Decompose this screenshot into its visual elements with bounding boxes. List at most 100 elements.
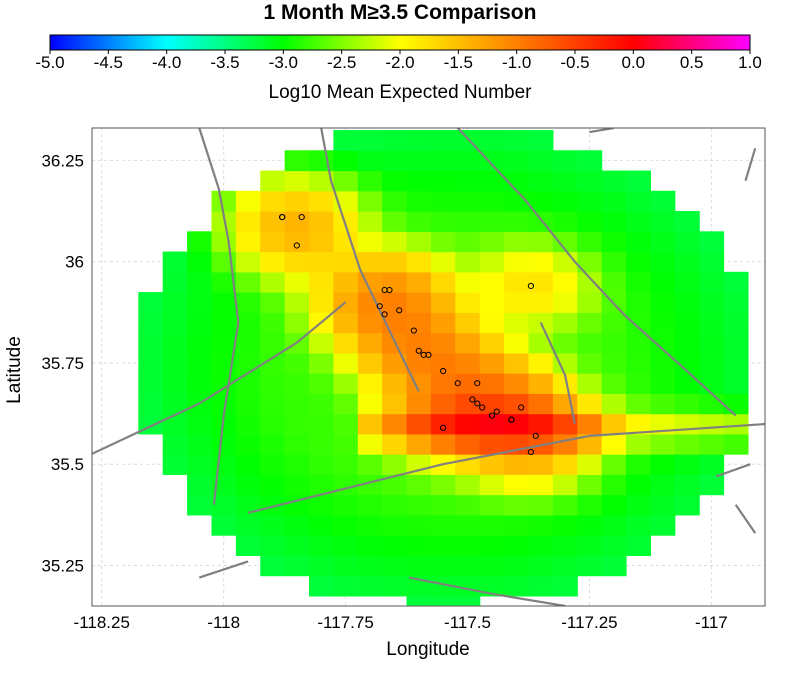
heatmap-cell <box>333 535 359 556</box>
fault-line <box>320 128 420 392</box>
colorbar-tick-label: -1.5 <box>444 53 473 72</box>
earthquake-marker <box>474 380 481 387</box>
heatmap-cell <box>479 170 505 192</box>
heatmap-cell <box>235 373 261 394</box>
heatmap-cell <box>601 555 627 577</box>
heatmap-cell <box>211 514 237 536</box>
heatmap-cell <box>260 413 286 435</box>
heatmap-cell <box>528 170 554 192</box>
earthquake-marker <box>386 286 393 294</box>
y-tick-label: 35.25 <box>41 556 84 575</box>
heatmap-cell <box>138 312 164 334</box>
heatmap-cell <box>674 271 700 293</box>
heatmap-cell <box>357 373 383 394</box>
heatmap-cell <box>284 433 310 455</box>
colorbar-tick-label: -1.0 <box>502 53 531 72</box>
heatmap-cell <box>357 170 383 192</box>
heatmap-cell <box>455 575 481 597</box>
heatmap-cell <box>333 555 359 577</box>
heatmap-cell <box>357 494 383 516</box>
heatmap-cell <box>626 514 651 536</box>
heatmap-cell <box>552 150 578 172</box>
fault-line <box>589 128 614 134</box>
heatmap-cell <box>162 393 188 415</box>
heatmap-cell <box>284 190 310 212</box>
x-tick-label: -117.25 <box>561 613 617 632</box>
heatmap-cell <box>552 494 578 516</box>
earthquake-markers <box>279 214 539 456</box>
heatmap-cell <box>723 393 749 415</box>
earthquake-marker <box>381 311 388 318</box>
heatmap-cell <box>382 271 408 293</box>
fault-line <box>92 301 347 456</box>
heatmap-cell <box>406 433 432 455</box>
heatmap-cell <box>211 393 237 415</box>
heatmap-cell <box>504 170 530 192</box>
heatmap-cell <box>235 292 261 313</box>
heatmap-cell <box>552 555 578 577</box>
heatmap-cell <box>430 393 456 415</box>
fault-line <box>456 128 737 417</box>
heatmap-cell <box>187 292 213 313</box>
heatmap-cell <box>479 474 505 496</box>
heatmap-cell <box>674 312 700 334</box>
heatmap-cell <box>211 454 237 475</box>
heatmap-cell <box>552 575 578 597</box>
heatmap-cell <box>309 271 335 293</box>
heatmap-cell <box>504 231 530 253</box>
heatmap-cell <box>333 494 359 516</box>
heatmap-cell <box>162 332 188 354</box>
heatmap-cell <box>309 393 335 415</box>
heatmap-cell <box>309 332 335 354</box>
heatmap-cell <box>455 190 481 212</box>
heatmap-cell <box>211 413 237 435</box>
heatmap-cell <box>309 433 335 455</box>
heatmap-cell <box>479 150 505 172</box>
heatmap-cell <box>430 292 456 313</box>
colorbar-tick-label: -4.5 <box>94 53 123 72</box>
heatmap-cell <box>430 494 456 516</box>
heatmap-cell <box>284 271 310 293</box>
heatmap-cell <box>479 575 505 597</box>
earthquake-marker <box>425 351 432 358</box>
heatmap-cell <box>333 433 359 455</box>
heatmap-cell <box>382 393 408 415</box>
heatmap-cell <box>406 595 432 606</box>
heatmap-cell <box>430 332 456 354</box>
heatmap-cell <box>601 352 627 374</box>
heatmap-cell <box>504 474 530 496</box>
heatmap-cell <box>577 211 603 232</box>
heatmap-cell <box>528 190 554 212</box>
heatmap-cell <box>723 332 749 354</box>
heatmap-cell <box>260 190 286 212</box>
heatmap-cell <box>479 231 505 253</box>
heatmap-cell <box>333 211 359 232</box>
colorbar <box>49 34 751 51</box>
heatmap-cell <box>455 373 481 394</box>
heatmap-cell <box>235 514 261 536</box>
heatmap-cell <box>552 231 578 253</box>
heatmap-cell <box>577 312 603 334</box>
heatmap-cell <box>406 514 432 536</box>
heatmap-cell <box>650 190 676 212</box>
heatmap-cell <box>333 393 359 415</box>
heatmap-cell <box>552 373 578 394</box>
heatmap-cell <box>601 332 627 354</box>
heatmap-cell <box>699 312 725 334</box>
heatmap-cell <box>601 494 627 516</box>
heatmap-cell <box>455 494 481 516</box>
earthquake-marker <box>493 408 500 415</box>
heatmap-cell <box>333 271 359 293</box>
heatmap-cell <box>333 130 359 151</box>
heatmap-cell <box>211 494 237 516</box>
heatmap-cell <box>504 332 530 354</box>
colorbar-tick-label: -3.0 <box>269 53 298 72</box>
heatmap-cell <box>406 251 432 273</box>
heatmap-cell <box>552 474 578 496</box>
heatmap-cell <box>479 393 505 415</box>
heatmap-cell <box>528 130 554 151</box>
heatmap-cell <box>723 352 749 374</box>
heatmap-cell <box>577 292 603 313</box>
heatmap-cell <box>382 231 408 253</box>
y-tick-label: 35.75 <box>41 354 84 373</box>
